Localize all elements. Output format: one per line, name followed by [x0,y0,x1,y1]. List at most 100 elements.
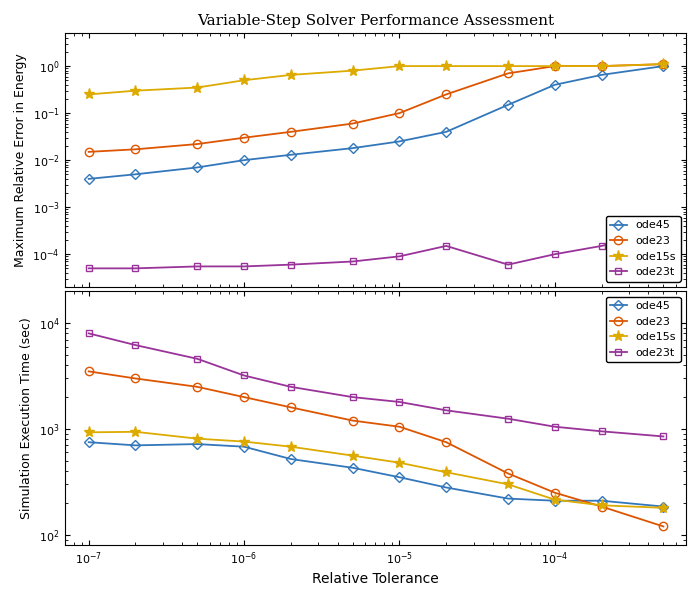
ode23t [395,398,404,406]
ode23 [240,134,248,142]
ode23t [659,433,668,440]
ode45 [442,484,450,491]
ode23 [442,439,450,446]
Line: ode23t: ode23t [85,330,667,440]
ode15s [85,91,93,98]
ode23 [193,383,202,391]
ode15s [132,428,140,436]
ode15s [132,87,140,94]
ode45 [597,71,606,79]
ode23t [551,423,559,430]
ode45 [395,138,404,145]
ode23 [659,523,668,530]
ode45 [286,455,295,463]
ode23t [132,341,140,349]
ode15s [551,496,559,503]
ode23t [597,242,606,250]
ode15s [193,435,202,442]
ode23t [504,261,512,268]
ode23t [349,258,357,265]
ode23t [442,242,450,250]
ode23 [286,404,295,411]
ode45 [349,464,357,472]
ode23t [286,383,295,391]
ode23 [659,61,668,68]
ode23 [442,91,450,98]
ode23t [85,330,93,337]
ode23 [395,423,404,430]
ode15s [442,62,450,70]
Legend: ode45, ode23, ode15s, ode23t: ode45, ode23, ode15s, ode23t [606,216,680,281]
ode23 [551,489,559,496]
ode23t [349,394,357,401]
ode45 [132,442,140,449]
ode45 [551,497,559,505]
ode15s [659,61,668,68]
ode23 [349,417,357,424]
ode15s [659,504,668,511]
ode15s [240,438,248,445]
ode45 [286,151,295,158]
X-axis label: Relative Tolerance: Relative Tolerance [312,572,439,586]
ode15s [504,481,512,488]
ode23t [286,261,295,268]
Line: ode23: ode23 [85,60,668,156]
ode15s [85,429,93,436]
Line: ode45: ode45 [85,62,667,182]
ode15s [504,62,512,70]
Line: ode15s: ode15s [83,59,669,100]
ode23t [504,415,512,422]
ode15s [240,77,248,84]
ode23t [193,263,202,270]
ode23t [551,251,559,258]
ode23 [132,375,140,382]
ode23 [85,148,93,155]
ode23 [85,368,93,375]
Line: ode23t: ode23t [85,228,667,272]
ode15s [395,62,404,70]
ode45 [597,497,606,505]
ode45 [85,175,93,182]
ode23 [597,503,606,510]
ode15s [551,62,559,70]
ode23 [551,62,559,70]
Legend: ode45, ode23, ode15s, ode23t: ode45, ode23, ode15s, ode23t [606,297,680,362]
ode45 [504,101,512,109]
ode23t [240,263,248,270]
ode45 [504,495,512,502]
ode45 [132,171,140,178]
Line: ode45: ode45 [85,439,667,510]
ode23 [395,110,404,117]
ode15s [395,459,404,466]
ode23 [132,146,140,153]
ode15s [193,84,202,91]
ode15s [286,443,295,451]
ode23 [240,394,248,401]
ode45 [551,81,559,88]
ode15s [349,67,357,74]
ode23t [659,228,668,235]
ode23 [597,62,606,70]
ode45 [193,440,202,448]
ode45 [659,503,668,510]
ode15s [597,62,606,70]
ode23 [286,128,295,136]
ode23 [349,120,357,127]
ode45 [349,145,357,152]
ode15s [442,469,450,476]
ode23t [240,372,248,379]
Title: Variable-Step Solver Performance Assessment: Variable-Step Solver Performance Assessm… [197,14,554,28]
Line: ode23: ode23 [85,367,668,530]
Y-axis label: Maximum Relative Error in Energy: Maximum Relative Error in Energy [14,53,27,267]
ode15s [349,452,357,459]
ode15s [286,71,295,79]
ode45 [442,128,450,136]
ode23t [193,355,202,362]
Y-axis label: Simulation Execution Time (sec): Simulation Execution Time (sec) [20,317,34,519]
ode45 [240,157,248,164]
ode45 [193,164,202,171]
ode23 [193,140,202,148]
ode45 [395,473,404,481]
ode23t [597,428,606,435]
ode15s [597,502,606,509]
